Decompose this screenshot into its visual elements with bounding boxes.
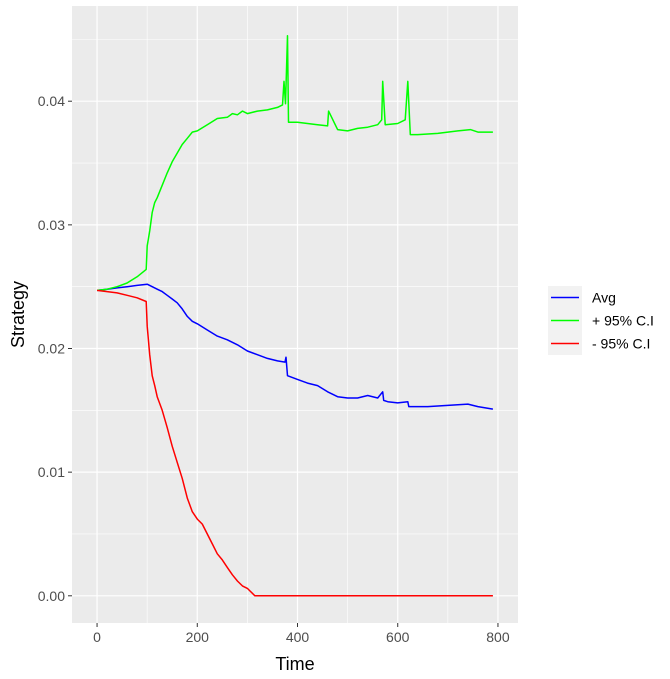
x-tick-label: 400 [286, 629, 310, 645]
x-tick-label: 200 [186, 629, 210, 645]
y-tick-label: 0.00 [38, 588, 65, 604]
series-line-0 [97, 283, 494, 410]
minor-gridlines [72, 6, 518, 623]
legend-label: - 95% C.I [592, 336, 650, 352]
y-tick-label: 0.02 [38, 341, 65, 357]
series-layer [97, 34, 494, 597]
y-tick-label: 0.03 [38, 217, 65, 233]
x-tick-label: 0 [93, 629, 101, 645]
x-tick-label: 600 [386, 629, 410, 645]
legend: Avg + 95% C.I - 95% C.I [548, 286, 654, 355]
legend-label: + 95% C.I [592, 313, 654, 329]
y-axis: 0.00 0.01 0.02 0.03 0.04 [38, 93, 72, 604]
series-line-2 [97, 289, 493, 597]
y-axis-title: Strategy [8, 281, 28, 348]
y-tick-label: 0.01 [38, 464, 65, 480]
plot-panel [72, 6, 518, 623]
x-tick-label: 800 [486, 629, 510, 645]
y-tick-label: 0.04 [38, 93, 65, 109]
series-line-1 [97, 34, 493, 292]
x-axis-title: Time [275, 654, 314, 674]
legend-label: Avg [592, 290, 616, 306]
x-axis: 0 200 400 600 800 [93, 623, 510, 645]
